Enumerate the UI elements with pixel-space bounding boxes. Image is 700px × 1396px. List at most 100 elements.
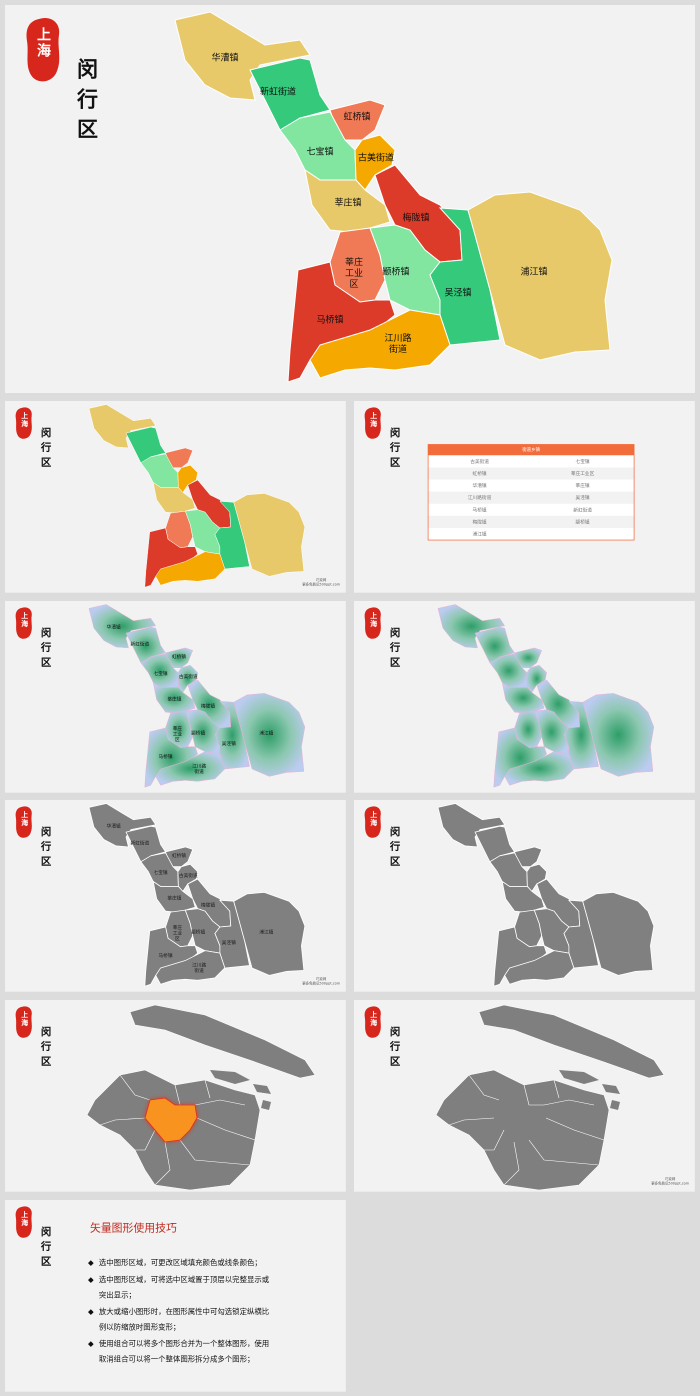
- district-shape: [125, 626, 166, 666]
- district-label: 莘庄镇: [167, 894, 181, 901]
- logo-seal: [364, 407, 381, 439]
- bullet-marker: ◆: [88, 1307, 94, 1316]
- district-shape: [501, 880, 545, 913]
- district-shape: [233, 493, 306, 577]
- district-label: 华漕镇: [107, 624, 121, 631]
- district-label: 吴泾镇: [222, 740, 236, 747]
- district-border: [503, 1141, 520, 1186]
- district-shape: [155, 950, 226, 985]
- district-shape: [155, 551, 226, 586]
- logo-text: 上海: [369, 411, 377, 428]
- district-border: [196, 1117, 256, 1141]
- district-label: 古美街道: [179, 673, 198, 680]
- district-shape: [233, 891, 306, 976]
- island-shape: [478, 1004, 665, 1079]
- slide-title: 闵行区: [388, 825, 401, 870]
- district-shape: [152, 481, 196, 514]
- district-label: 梅陇镇: [201, 902, 215, 909]
- table-row-bg: [428, 479, 635, 492]
- district-border: [553, 1079, 560, 1099]
- island-shape: [210, 1070, 251, 1084]
- district-shape: [125, 426, 166, 466]
- watermark: 巧克网: [316, 976, 327, 981]
- logo-seal: [364, 1006, 381, 1038]
- district-shape: [437, 803, 506, 848]
- district-shape: [174, 11, 311, 101]
- district-shape: [309, 309, 451, 379]
- logo-text: 上海: [20, 810, 28, 827]
- slide-title: 闵行区: [39, 825, 52, 870]
- table-cell: 新虹街道: [573, 506, 592, 513]
- district-shape: [88, 803, 157, 848]
- district-shape: [125, 825, 167, 865]
- district-label: 浦江镇: [259, 729, 273, 736]
- district-shape: [88, 604, 157, 649]
- shanghai-map: [86, 1004, 316, 1191]
- district-shape: [582, 693, 655, 777]
- district-label: 七宝镇: [306, 146, 333, 158]
- district-label: 新虹街道: [130, 839, 149, 846]
- district-label: 梅陇镇: [402, 212, 429, 224]
- district-border: [543, 1099, 595, 1106]
- district-shape: [467, 191, 613, 361]
- district-label: 江川路街道: [384, 332, 411, 355]
- bullet-marker: ◆: [88, 1275, 94, 1284]
- district-shape: [437, 604, 506, 649]
- logo-text: 上海: [369, 810, 377, 827]
- district-shape: [501, 681, 545, 714]
- table-cell: 华漕镇: [473, 482, 487, 489]
- district-border: [119, 1074, 151, 1101]
- district-label: 马桥镇: [159, 952, 173, 959]
- district-shape: [155, 751, 226, 786]
- district-shape: [88, 404, 157, 449]
- slide-title: 闵行区: [75, 57, 100, 148]
- district-shape: [504, 751, 575, 786]
- table-row-bg: [428, 455, 635, 468]
- district-border: [523, 1084, 545, 1106]
- island-shape: [602, 1084, 620, 1094]
- slide-title: 闵行区: [39, 426, 52, 471]
- district-label: 华漕镇: [211, 52, 238, 64]
- district-label: 新虹街道: [130, 640, 149, 647]
- district-label: 七宝镇: [154, 869, 168, 876]
- logo-seal: [15, 407, 32, 439]
- island-shape: [610, 1100, 620, 1110]
- tip-item: 放大或缩小图形时，在图形属性中可勾选锁定纵横比例以防缩放时图形变形；: [99, 1306, 269, 1331]
- table-row-bg: [428, 515, 635, 528]
- table-cell: 浦江镇: [473, 531, 487, 538]
- table-border: [427, 444, 635, 541]
- district-label: 莘庄镇: [334, 197, 361, 209]
- logo-text: 上海: [20, 1210, 28, 1227]
- district-label: 古美街道: [358, 152, 394, 164]
- tip-item: 使用组合可以将多个图形合并为一个整体图形，使用取消组合可以将一个整体图形拆分成多…: [99, 1338, 269, 1363]
- logo-text: 上海: [35, 27, 51, 59]
- district-label: 颛桥镇: [191, 928, 205, 935]
- watermark: 巧克网: [316, 577, 327, 582]
- district-border: [545, 1117, 605, 1141]
- logo-seal: [26, 17, 60, 82]
- district-label: 浦江镇: [520, 266, 547, 278]
- district-border: [99, 1117, 146, 1126]
- slide-title: 闵行区: [39, 626, 52, 671]
- district-label: 虹桥镇: [172, 653, 186, 660]
- district-label: 江川路街道: [192, 762, 206, 774]
- district-label: 虹桥镇: [343, 111, 370, 123]
- table-cell: 吴泾镇: [576, 494, 590, 501]
- watermark: 更多免费见500ppt.com: [651, 1180, 690, 1185]
- logo-seal: [364, 607, 381, 639]
- district-border: [528, 1139, 600, 1166]
- bullet-marker: ◆: [88, 1339, 94, 1348]
- logo-text: 上海: [20, 1010, 28, 1027]
- logo-text: 上海: [20, 411, 28, 428]
- district-label: 颛桥镇: [382, 266, 409, 278]
- slide-title: 闵行区: [388, 626, 401, 671]
